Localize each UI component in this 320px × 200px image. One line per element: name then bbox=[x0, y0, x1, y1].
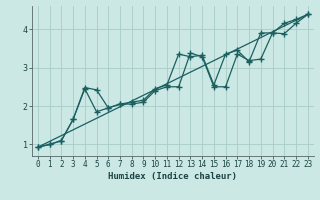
X-axis label: Humidex (Indice chaleur): Humidex (Indice chaleur) bbox=[108, 172, 237, 181]
